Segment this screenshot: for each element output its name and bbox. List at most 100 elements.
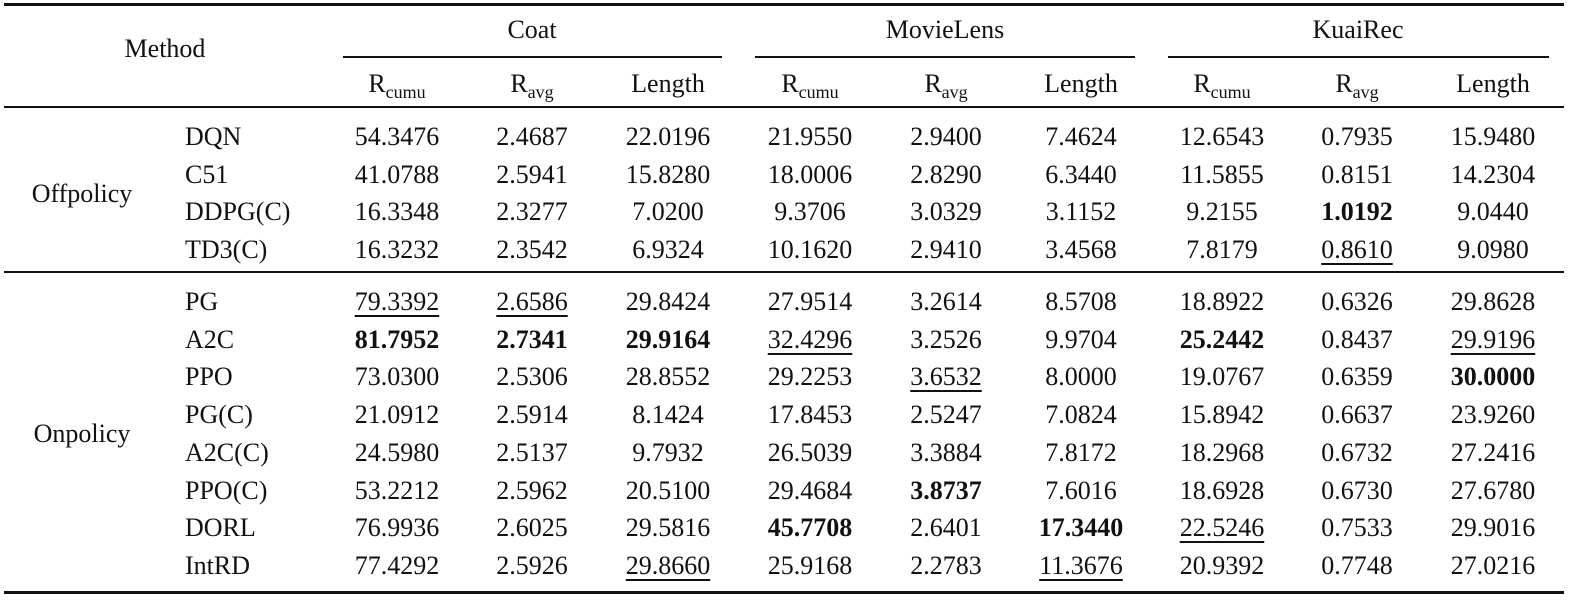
cell: 12.6543 <box>1179 122 1265 151</box>
cell: 0.8610 <box>1321 235 1393 265</box>
column-header: Ravg <box>1335 69 1378 102</box>
group-rule <box>4 271 1564 273</box>
cell: 18.6928 <box>1179 475 1265 505</box>
cell: 23.9260 <box>1450 400 1536 430</box>
cell: 2.5137 <box>496 437 568 467</box>
column-header: Length <box>631 71 705 97</box>
cell: 0.7935 <box>1321 122 1393 151</box>
cell: 29.4684 <box>767 475 853 505</box>
cell: 11.5855 <box>1180 159 1264 189</box>
cell: 3.2614 <box>910 287 982 316</box>
cell: 20.5100 <box>625 475 711 505</box>
column-header: Rcumu <box>368 69 425 102</box>
cell: 10.1620 <box>767 235 853 265</box>
cell: 0.8151 <box>1321 159 1393 189</box>
cell: 2.2783 <box>910 550 982 580</box>
cell: 16.3232 <box>354 235 440 265</box>
cell: 2.7341 <box>496 324 568 354</box>
cell: 29.8628 <box>1450 287 1536 316</box>
cell: 7.6016 <box>1045 475 1117 505</box>
dataset-header: MovieLens <box>885 15 1005 44</box>
cell: 29.2253 <box>767 362 853 392</box>
column-header: Ravg <box>510 71 553 102</box>
method-name: PG <box>185 287 219 316</box>
column-header: Ravg <box>924 71 967 102</box>
method-name: PPO(C) <box>185 475 268 505</box>
cell: 7.8172 <box>1045 437 1117 467</box>
cell: 15.9480 <box>1450 122 1536 151</box>
cell: 7.0200 <box>632 197 704 227</box>
cell: 2.5306 <box>496 362 568 392</box>
cell: 3.2526 <box>910 324 982 354</box>
method-name: PG(C) <box>185 400 253 430</box>
cell: 2.9400 <box>910 122 982 151</box>
cell: 25.9168 <box>767 550 853 580</box>
cell: 8.5708 <box>1045 287 1117 316</box>
cell: 2.5247 <box>910 400 982 430</box>
method-name: DORL <box>185 513 256 543</box>
cell: 30.0000 <box>1450 362 1536 392</box>
cell: 9.9704 <box>1045 324 1117 354</box>
cell: 7.8179 <box>1186 235 1258 265</box>
cell: 7.4624 <box>1045 122 1117 151</box>
cell: 16.3348 <box>354 197 440 227</box>
cell: 1.0192 <box>1321 197 1393 227</box>
cell: 9.0980 <box>1457 235 1529 265</box>
cell: 2.5941 <box>496 159 568 189</box>
group-label: Offpolicy <box>31 178 133 208</box>
method-name: TD3(C) <box>185 235 268 265</box>
cell: 9.7932 <box>632 437 704 467</box>
column-header: Length <box>1044 71 1118 97</box>
cell: 18.0006 <box>767 159 853 189</box>
column-header: Rcumu <box>781 71 838 102</box>
method-name: PPO <box>185 362 233 392</box>
top-rule <box>4 3 1564 6</box>
method-name: A2C <box>185 324 235 354</box>
cell: 22.5246 <box>1179 513 1265 543</box>
cell: 24.5980 <box>354 437 440 467</box>
column-main: Length <box>1456 69 1530 98</box>
cmid-rule <box>1168 56 1549 58</box>
cell: 27.2416 <box>1450 437 1536 467</box>
cell: 17.3440 <box>1038 513 1124 543</box>
column-sub: avg <box>1352 82 1379 102</box>
column-main: R <box>1193 69 1211 98</box>
cell: 6.3440 <box>1045 159 1117 189</box>
cell: 79.3392 <box>354 287 440 316</box>
bottom-rule <box>4 591 1564 594</box>
cell: 17.8453 <box>767 400 853 430</box>
cell: 15.8280 <box>625 159 711 189</box>
column-main: R <box>1335 69 1353 98</box>
cell: 0.6732 <box>1321 437 1393 467</box>
cell: 73.0300 <box>354 362 440 392</box>
cell: 15.8942 <box>1179 400 1265 430</box>
cell: 29.5816 <box>625 513 711 543</box>
cell: 29.8424 <box>625 287 711 316</box>
cell: 2.6586 <box>496 287 568 316</box>
cell: 9.0440 <box>1457 197 1529 227</box>
method-name: DQN <box>185 122 242 151</box>
cell: 2.6025 <box>496 513 568 543</box>
mid-rule <box>4 106 1564 108</box>
cell: 54.3476 <box>354 122 440 151</box>
cell: 32.4296 <box>767 324 853 354</box>
method-name: DDPG(C) <box>185 197 291 227</box>
cell: 27.6780 <box>1450 475 1536 505</box>
cell: 3.3884 <box>910 437 982 467</box>
cell: 0.6326 <box>1321 287 1393 316</box>
cell: 9.3706 <box>774 197 846 227</box>
cell: 3.1152 <box>1045 197 1117 227</box>
column-main: R <box>368 69 386 98</box>
cell: 2.3542 <box>496 235 568 265</box>
cmid-rule <box>755 56 1135 58</box>
dataset-header: Coat <box>507 15 557 44</box>
cell: 2.6401 <box>910 513 982 543</box>
cell: 18.8922 <box>1179 287 1265 316</box>
cell: 9.2155 <box>1186 197 1258 227</box>
method-header: Method <box>124 34 206 63</box>
cell: 76.9936 <box>354 513 440 543</box>
cell: 3.6532 <box>910 362 982 392</box>
cell: 11.3676 <box>1039 550 1123 580</box>
cell: 19.0767 <box>1179 362 1265 392</box>
